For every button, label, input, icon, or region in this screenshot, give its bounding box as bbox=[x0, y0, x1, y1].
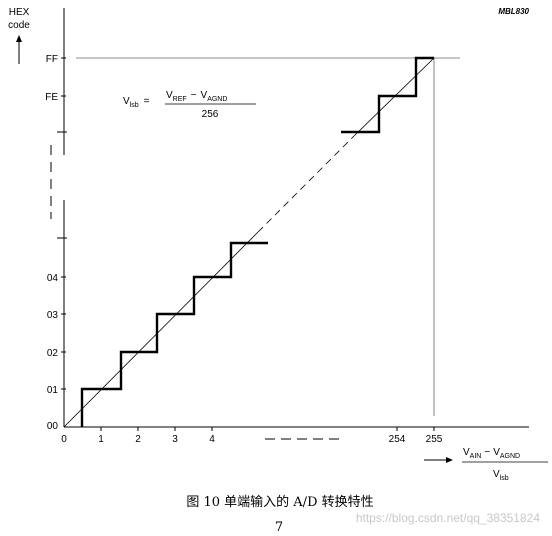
x-tick-2: 2 bbox=[135, 434, 141, 445]
x-num-v1: V bbox=[463, 447, 470, 458]
y-axis bbox=[57, 8, 67, 427]
vlsb-num-minus: − bbox=[191, 90, 197, 101]
vlsb-formula: Vlsb = VREF − VAGND 256 bbox=[123, 90, 256, 120]
x-num-v2: V bbox=[493, 447, 500, 458]
x-tick-1: 1 bbox=[98, 434, 104, 445]
y-axis-title-line1: HEX bbox=[9, 7, 30, 18]
x-tick-255: 255 bbox=[426, 434, 443, 445]
y-tick-fe: FE bbox=[45, 92, 58, 103]
x-tick-3: 3 bbox=[172, 434, 178, 445]
svg-text:Vlsb: Vlsb bbox=[493, 469, 509, 482]
x-den-v: V bbox=[493, 469, 500, 480]
x-den-sub: lsb bbox=[500, 475, 509, 482]
y-tick-labels: FF FE 04 03 02 01 00 bbox=[45, 54, 58, 432]
y-tick-00: 00 bbox=[47, 421, 59, 432]
staircase-upper bbox=[341, 56, 434, 134]
x-axis-formula: VAIN − VAGND Vlsb bbox=[462, 447, 548, 482]
y-axis-title-line2: code bbox=[8, 20, 30, 31]
vlsb-num-v1: V bbox=[166, 90, 173, 101]
y-tick-02: 02 bbox=[47, 348, 59, 359]
vlsb-equals: = bbox=[144, 96, 150, 107]
y-tick-ff: FF bbox=[46, 54, 58, 65]
page-number: 7 bbox=[275, 520, 283, 535]
x-tick-254: 254 bbox=[389, 434, 406, 445]
y-tick-marks bbox=[61, 57, 66, 390]
svg-text:VREF−VAGND: VREF − VAGND bbox=[166, 90, 227, 103]
x-num-sub1: AIN bbox=[470, 453, 482, 460]
figure-caption: 图 10 单端输入的 A/D 转换特性 bbox=[186, 494, 373, 510]
y-tick-01: 01 bbox=[47, 385, 59, 396]
vlsb-num-v2: V bbox=[201, 90, 208, 101]
vlsb-lhs-sub: lsb bbox=[130, 102, 139, 109]
x-tick-marks bbox=[100, 427, 435, 431]
svg-text:VAIN−VAGND: VAIN − VAGND bbox=[463, 447, 520, 460]
svg-text:Vlsb=: Vlsb = bbox=[123, 96, 150, 109]
x-tick-0: 0 bbox=[61, 434, 67, 445]
figure-id: MBL830 bbox=[498, 7, 529, 16]
x-tick-labels: 0 1 2 3 4 254 255 bbox=[61, 434, 443, 445]
staircase-lower bbox=[80, 241, 268, 427]
ff-guide-lines bbox=[76, 57, 460, 416]
watermark: https://blog.csdn.net/qq_38351824 bbox=[356, 511, 540, 525]
x-num-sub2: AGND bbox=[500, 453, 520, 460]
vlsb-denominator: 256 bbox=[202, 109, 219, 120]
y-tick-03: 03 bbox=[47, 310, 59, 321]
x-axis-arrow-icon bbox=[424, 457, 453, 463]
y-tick-04: 04 bbox=[47, 273, 59, 284]
x-tick-4: 4 bbox=[209, 434, 215, 445]
y-axis-arrow-icon bbox=[16, 35, 22, 64]
vlsb-lhs: V bbox=[123, 96, 130, 107]
vlsb-num-sub2: AGND bbox=[207, 96, 227, 103]
vlsb-num-sub1: REF bbox=[173, 96, 187, 103]
x-num-minus: − bbox=[484, 447, 490, 458]
